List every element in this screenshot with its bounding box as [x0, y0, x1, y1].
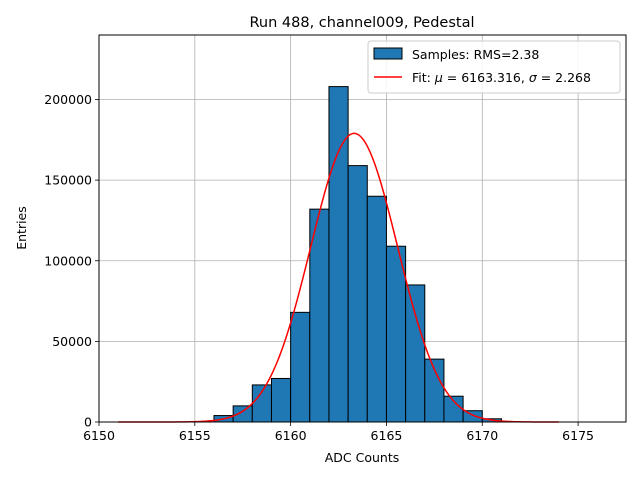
plot-frame: [98, 34, 627, 423]
y-tick-label: 100000: [44, 253, 92, 268]
histogram-bar: [232, 405, 253, 423]
y-tick-label: 50000: [52, 334, 92, 349]
y-tick-label: 0: [84, 415, 92, 430]
histogram-bar: [405, 284, 426, 423]
histogram-bar: [385, 245, 407, 423]
x-tick-label: 6165: [371, 428, 403, 443]
histogram-bars: [213, 86, 502, 423]
x-tick-label: 6170: [466, 428, 498, 443]
x-tick-label: 6150: [83, 428, 115, 443]
histogram-bar: [347, 165, 368, 423]
legend-fit-label: Fit: μ = 6163.316, σ = 2.268: [412, 70, 591, 85]
x-tick-label: 6155: [179, 428, 211, 443]
x-axis-ticks: 6150 6155 6160 6165 6170 6175: [83, 422, 594, 443]
x-axis-label: ADC Counts: [325, 450, 400, 465]
legend-box: [367, 40, 621, 94]
legend: Samples: RMS=2.38 Fit: μ = 6163.316, σ =…: [367, 40, 621, 94]
y-axis-ticks: 0 50000 100000 150000 200000: [44, 92, 99, 430]
histogram-bar: [328, 86, 349, 423]
histogram-bar: [366, 195, 387, 423]
x-tick-label: 6175: [562, 428, 594, 443]
chart-title: Run 488, channel009, Pedestal: [249, 15, 474, 31]
histogram-bar: [290, 311, 311, 423]
x-tick-label: 6160: [275, 428, 307, 443]
y-axis-label: Entries: [14, 206, 29, 250]
histogram-bar: [462, 410, 483, 423]
y-tick-label: 200000: [44, 92, 92, 107]
y-tick-label: 150000: [44, 173, 92, 188]
histogram-bar: [270, 377, 292, 423]
legend-histogram-swatch: [373, 47, 403, 60]
legend-histogram-label: Samples: RMS=2.38: [412, 47, 539, 62]
